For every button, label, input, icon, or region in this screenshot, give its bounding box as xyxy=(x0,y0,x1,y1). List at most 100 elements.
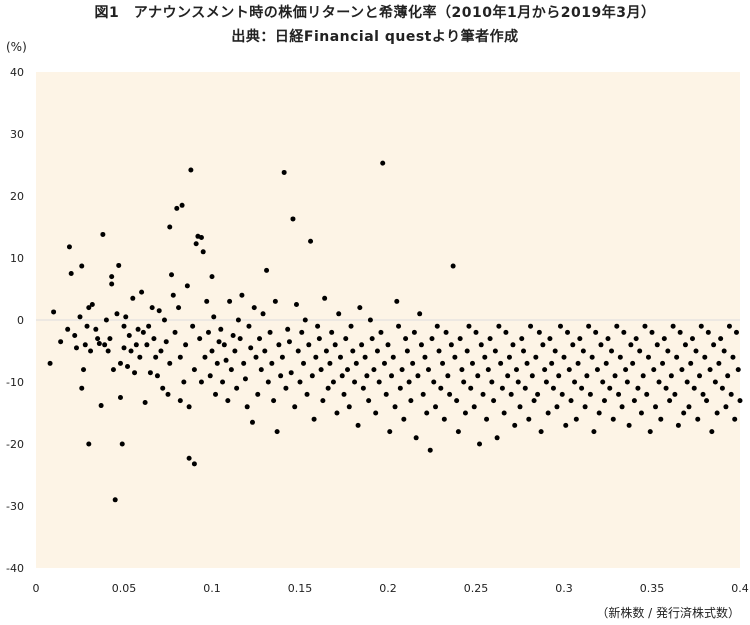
data-point xyxy=(198,379,204,385)
data-point xyxy=(705,329,711,335)
data-point xyxy=(492,348,498,354)
data-point xyxy=(709,429,715,435)
data-point xyxy=(133,342,139,348)
data-point xyxy=(501,410,507,416)
data-point xyxy=(132,370,138,376)
data-point xyxy=(286,339,292,345)
data-point xyxy=(345,367,351,373)
data-point xyxy=(142,399,148,405)
data-point xyxy=(448,342,454,348)
data-point xyxy=(505,373,511,379)
data-point xyxy=(545,410,551,416)
data-point xyxy=(526,416,532,422)
data-point xyxy=(471,404,477,410)
data-point xyxy=(536,329,542,335)
data-point xyxy=(452,354,458,360)
data-point xyxy=(227,298,233,304)
data-point xyxy=(369,336,375,342)
data-point xyxy=(281,169,287,175)
data-point xyxy=(125,364,131,369)
data-point xyxy=(209,274,215,280)
data-point xyxy=(640,373,646,379)
data-point xyxy=(482,354,488,360)
data-point xyxy=(95,336,101,342)
y-tick-label: -20 xyxy=(6,438,24,451)
data-point xyxy=(58,339,64,345)
data-point xyxy=(556,373,562,379)
data-point xyxy=(517,404,523,410)
data-point xyxy=(51,309,57,315)
data-point xyxy=(443,329,449,335)
data-point xyxy=(469,360,475,366)
data-point xyxy=(707,367,713,373)
data-point xyxy=(156,308,162,314)
y-tick-label: 10 xyxy=(10,252,24,265)
data-point xyxy=(438,385,444,391)
data-point xyxy=(341,391,347,397)
data-point xyxy=(522,385,528,391)
data-point xyxy=(353,360,359,366)
data-point xyxy=(249,419,255,425)
data-point xyxy=(154,373,160,379)
y-tick-label: -40 xyxy=(6,562,24,575)
data-point xyxy=(570,342,576,348)
data-point xyxy=(237,336,243,342)
data-point xyxy=(406,379,412,385)
data-point xyxy=(232,348,238,354)
data-point xyxy=(264,267,270,273)
data-point xyxy=(200,249,206,255)
data-point xyxy=(188,167,194,173)
data-point xyxy=(485,367,491,373)
data-point xyxy=(667,398,673,404)
data-point xyxy=(679,367,685,373)
data-point xyxy=(330,379,336,385)
data-point xyxy=(714,410,720,416)
data-point xyxy=(725,373,731,379)
x-tick-label: 0 xyxy=(33,582,40,595)
data-point xyxy=(487,336,493,342)
data-point xyxy=(543,379,549,385)
data-point xyxy=(647,429,653,435)
data-point xyxy=(540,342,546,348)
data-point xyxy=(96,341,102,347)
data-point xyxy=(600,379,606,385)
data-point xyxy=(593,329,599,335)
data-point xyxy=(563,422,569,428)
data-point xyxy=(179,202,185,208)
data-point xyxy=(589,354,595,360)
data-point xyxy=(290,216,296,222)
data-point xyxy=(190,323,196,329)
data-point xyxy=(644,391,650,397)
data-point xyxy=(285,326,291,332)
data-point xyxy=(557,323,563,329)
data-point xyxy=(293,302,299,307)
data-point xyxy=(675,422,681,428)
data-point xyxy=(572,379,578,385)
data-point xyxy=(566,367,572,373)
data-point xyxy=(450,263,456,269)
data-point xyxy=(360,385,366,391)
data-point xyxy=(651,367,657,373)
data-point xyxy=(301,360,307,366)
data-point xyxy=(512,422,518,428)
data-point xyxy=(137,354,143,360)
data-point xyxy=(121,323,127,329)
data-point xyxy=(306,342,312,348)
data-point xyxy=(498,360,504,366)
data-point xyxy=(272,298,278,304)
data-point xyxy=(337,354,343,360)
data-point xyxy=(160,385,166,391)
data-point xyxy=(258,367,264,373)
data-point xyxy=(396,323,402,329)
data-point xyxy=(343,336,349,342)
data-point xyxy=(147,370,153,376)
data-point xyxy=(436,348,442,354)
data-point xyxy=(109,281,115,287)
data-point xyxy=(529,373,535,379)
data-point xyxy=(198,235,204,241)
data-point xyxy=(628,342,634,348)
data-point xyxy=(316,336,322,342)
data-point xyxy=(336,311,342,317)
data-point xyxy=(248,345,254,351)
data-point xyxy=(404,348,410,354)
